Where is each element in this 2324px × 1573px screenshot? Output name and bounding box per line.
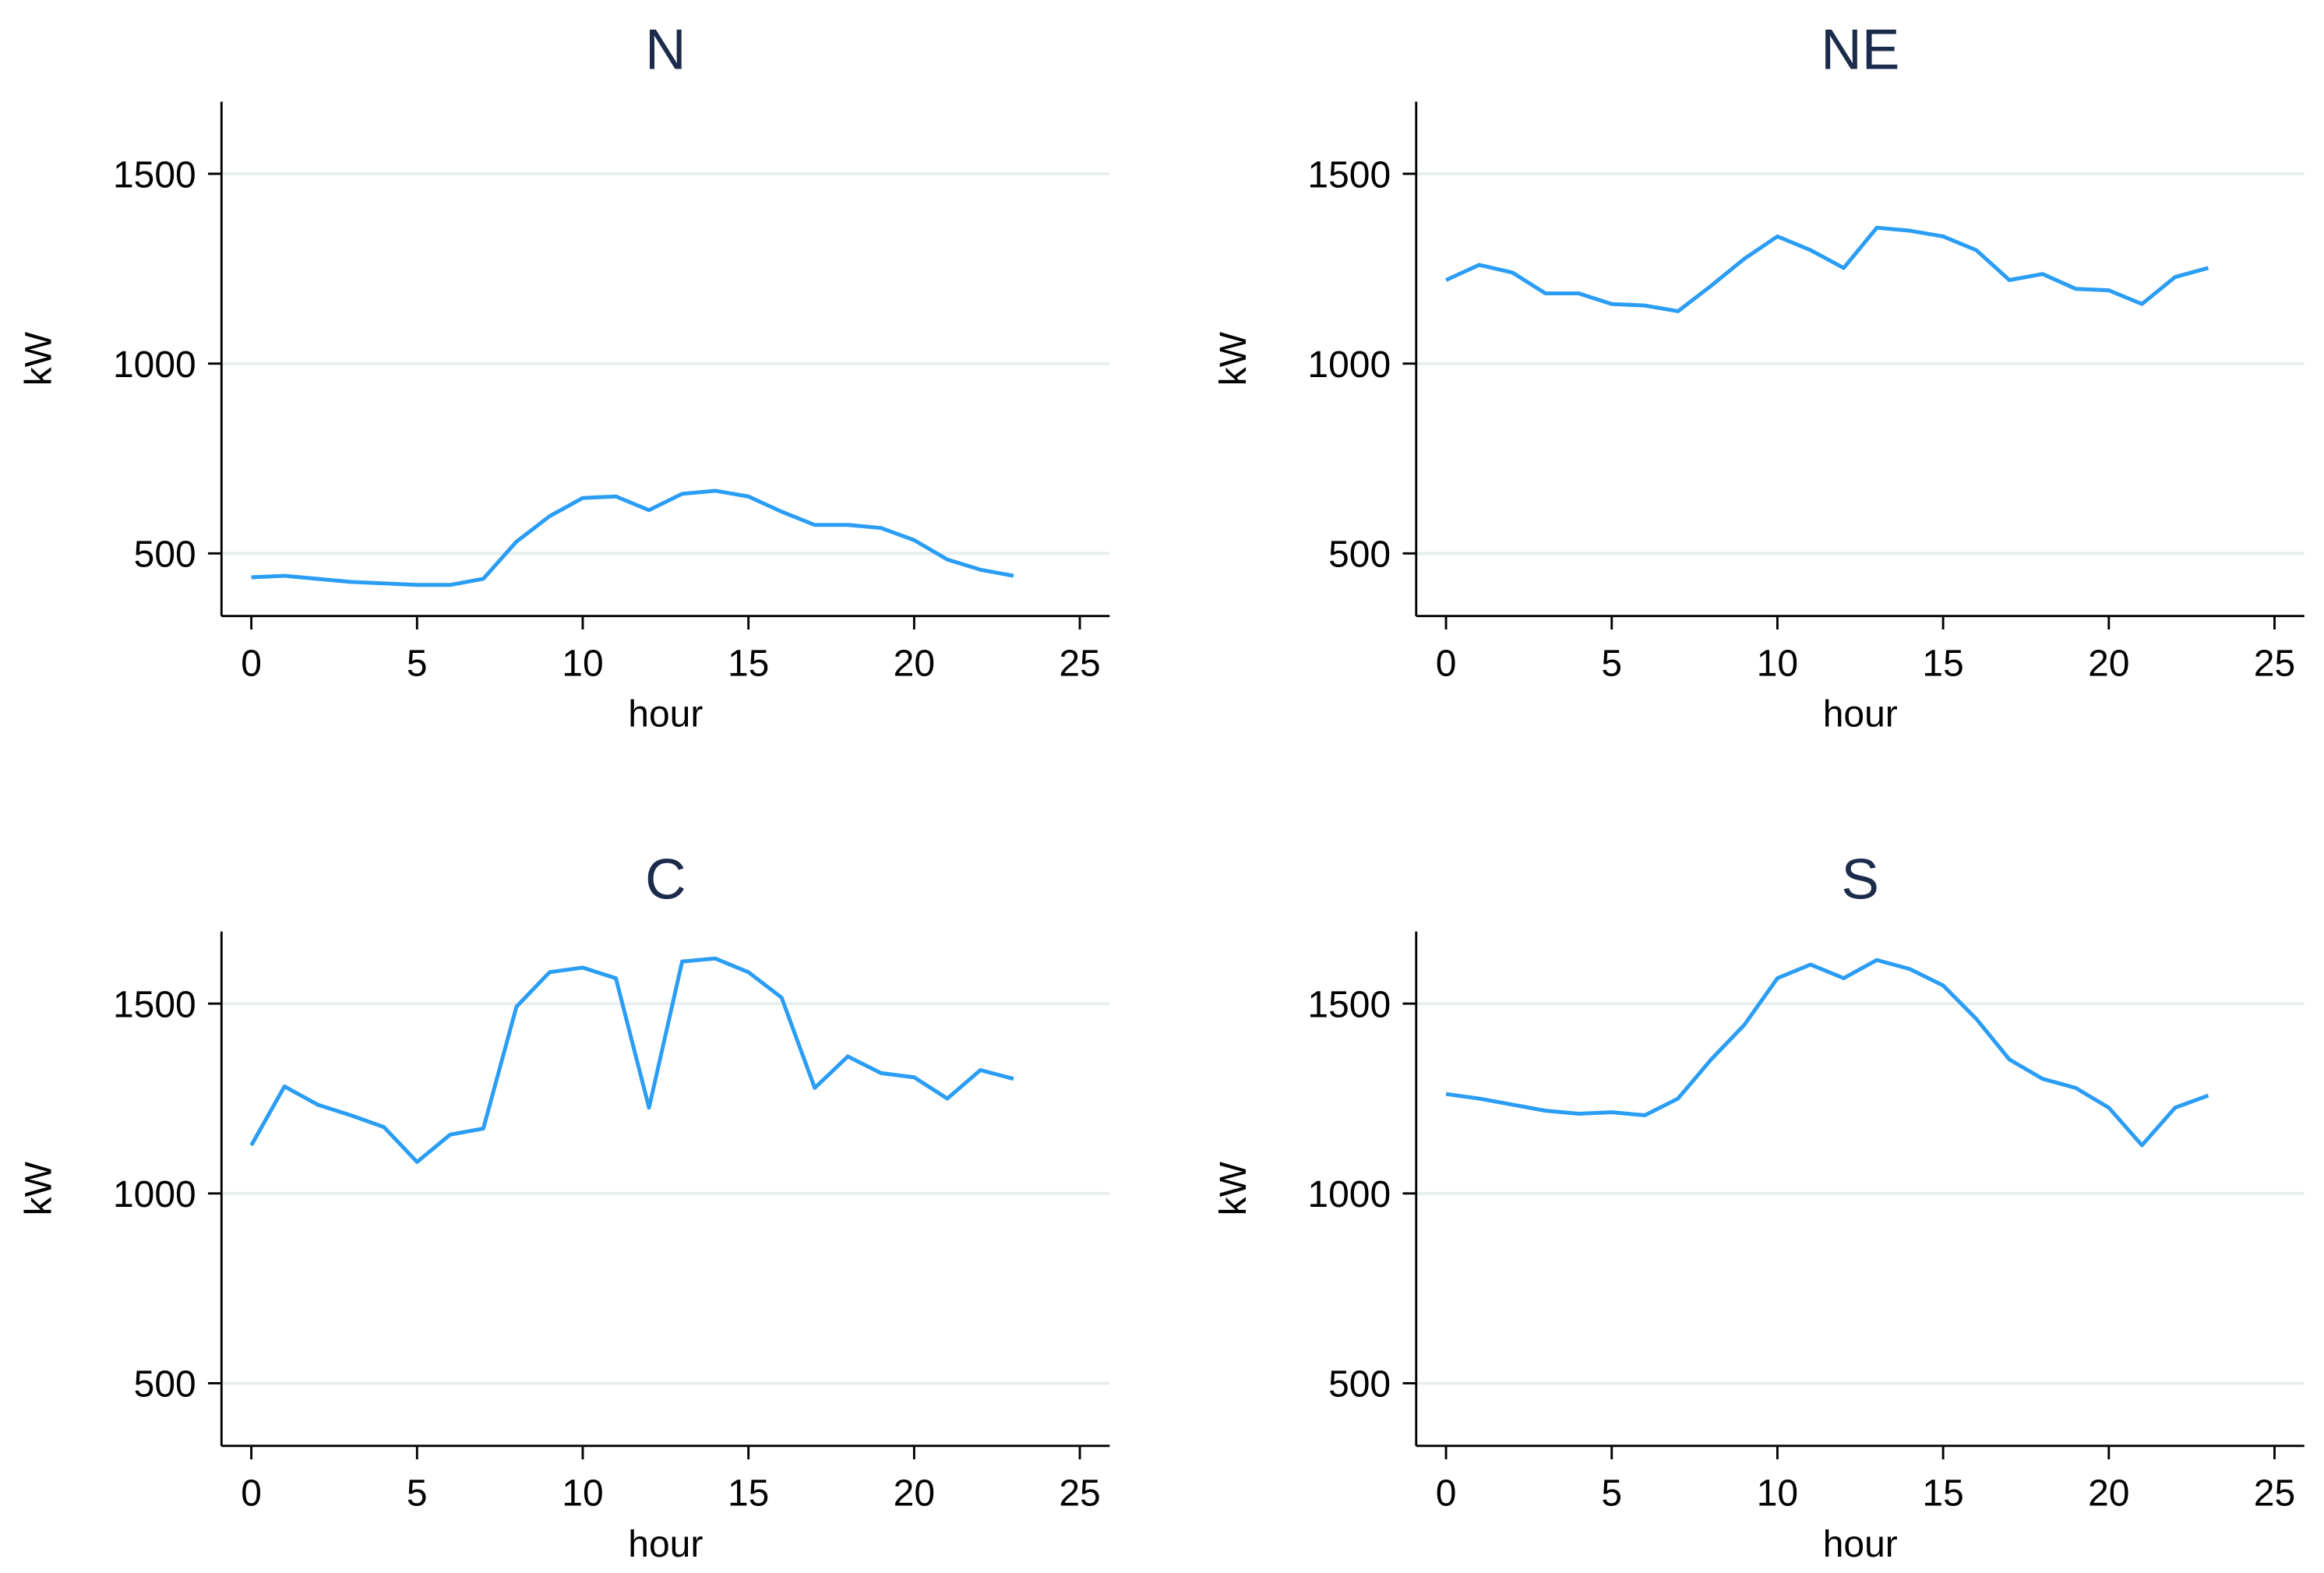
x-axis-label: hour: [1823, 694, 1898, 735]
x-tick-label: 10: [1757, 1473, 1798, 1515]
y-axis-label: kW: [19, 331, 60, 386]
x-tick-label: 5: [407, 1473, 428, 1515]
x-tick-label: 5: [407, 643, 428, 684]
x-tick-label: 0: [1436, 1473, 1457, 1515]
y-tick-label: 1000: [113, 344, 196, 386]
x-axis-label: hour: [628, 694, 703, 735]
x-tick-label: 20: [894, 1473, 935, 1515]
panel-title: NE: [1821, 18, 1899, 81]
y-tick-label: 500: [134, 534, 196, 576]
y-tick-label: 1500: [113, 985, 196, 1026]
x-tick-label: 10: [1757, 643, 1798, 684]
x-tick-label: 25: [1059, 1473, 1100, 1515]
data-line: [249, 956, 1014, 1164]
x-tick-label: 20: [2088, 643, 2129, 684]
x-tick-label: 5: [1601, 643, 1622, 684]
y-tick-label: 1500: [1307, 985, 1391, 1026]
data-line: [1445, 958, 2209, 1148]
y-tick-label: 500: [1328, 1364, 1391, 1405]
x-tick-label: 15: [1922, 643, 1963, 684]
x-tick-label: 0: [241, 643, 262, 684]
x-tick-label: 15: [728, 643, 769, 684]
x-tick-label: 25: [2254, 1473, 2295, 1515]
y-axis-label: kW: [1213, 331, 1254, 386]
y-tick-label: 1000: [113, 1174, 196, 1215]
panel-title: N: [645, 18, 686, 81]
x-tick-label: 15: [728, 1473, 769, 1515]
panel-title: C: [645, 848, 686, 911]
x-tick-label: 0: [241, 1473, 262, 1515]
data-line: [251, 488, 1014, 587]
y-tick-label: 1000: [1307, 344, 1391, 386]
x-axis-label: hour: [1823, 1524, 1898, 1565]
x-tick-label: 0: [1436, 643, 1457, 684]
y-tick-label: 500: [134, 1364, 196, 1405]
x-tick-label: 10: [562, 1473, 603, 1515]
y-tick-label: 1000: [1307, 1174, 1391, 1215]
x-tick-label: 15: [1922, 1473, 1963, 1515]
y-tick-label: 500: [1328, 534, 1391, 576]
y-axis-label: kW: [1213, 1161, 1254, 1215]
panel-title: S: [1841, 848, 1879, 911]
x-tick-label: 5: [1601, 1473, 1622, 1515]
y-tick-label: 1500: [113, 154, 196, 196]
x-tick-label: 20: [894, 643, 935, 684]
y-tick-label: 1500: [1307, 154, 1391, 196]
x-tick-label: 25: [1059, 643, 1100, 684]
x-tick-label: 10: [562, 643, 603, 684]
y-axis-label: kW: [19, 1161, 60, 1215]
x-tick-label: 25: [2254, 643, 2295, 684]
x-tick-label: 20: [2088, 1473, 2129, 1515]
data-line: [1445, 225, 2209, 313]
x-axis-label: hour: [628, 1524, 703, 1565]
